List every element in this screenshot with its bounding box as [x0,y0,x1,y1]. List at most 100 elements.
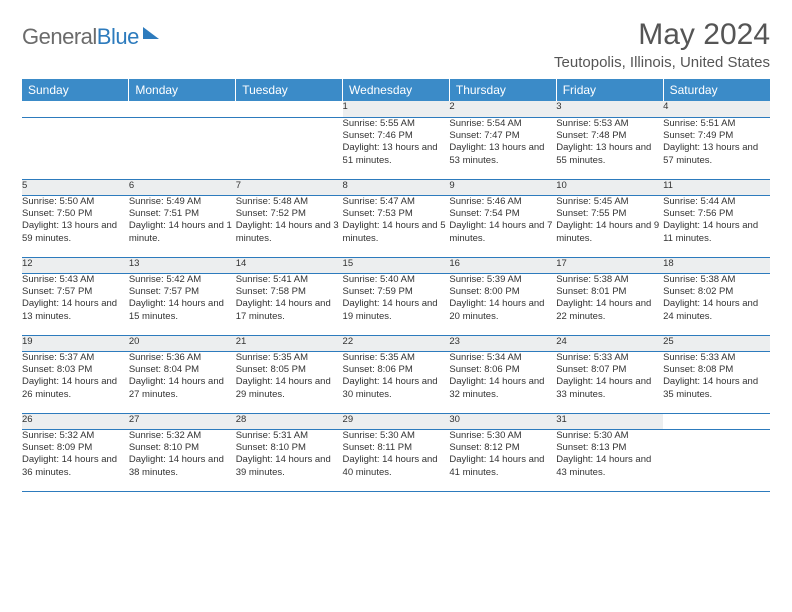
day-number-cell: 10 [556,179,663,195]
sunset-line: Sunset: 7:57 PM [22,286,129,298]
sunrise-line: Sunrise: 5:43 AM [22,274,129,286]
sunset-line: Sunset: 8:12 PM [449,442,556,454]
day-number-cell: 6 [129,179,236,195]
sunrise-line: Sunrise: 5:30 AM [556,430,663,442]
daylight-line: Daylight: 13 hours and 57 minutes. [663,142,770,167]
col-fri: Friday [556,79,663,101]
day-header-row: Sunday Monday Tuesday Wednesday Thursday… [22,79,770,101]
day-number-cell: 31 [556,413,663,429]
sunset-line: Sunset: 8:08 PM [663,364,770,376]
day-number-cell: 3 [556,101,663,117]
sunset-line: Sunset: 7:55 PM [556,208,663,220]
day-number-cell: 1 [343,101,450,117]
day-info-cell: Sunrise: 5:49 AMSunset: 7:51 PMDaylight:… [129,195,236,257]
day-number-cell: 11 [663,179,770,195]
day-number-cell: 29 [343,413,450,429]
col-sat: Saturday [663,79,770,101]
daylight-line: Daylight: 14 hours and 43 minutes. [556,454,663,479]
sunrise-line: Sunrise: 5:37 AM [22,352,129,364]
day-info-cell: Sunrise: 5:51 AMSunset: 7:49 PMDaylight:… [663,117,770,179]
daylight-line: Daylight: 14 hours and 41 minutes. [449,454,556,479]
day-number-cell: 9 [449,179,556,195]
sunrise-line: Sunrise: 5:51 AM [663,118,770,130]
daylight-line: Daylight: 14 hours and 7 minutes. [449,220,556,245]
day-number-cell: 19 [22,335,129,351]
sunset-line: Sunset: 7:57 PM [129,286,236,298]
day-info-cell: Sunrise: 5:50 AMSunset: 7:50 PMDaylight:… [22,195,129,257]
day-info-cell: Sunrise: 5:30 AMSunset: 8:12 PMDaylight:… [449,429,556,491]
logo-text-blue: Blue [97,24,139,49]
sunrise-line: Sunrise: 5:31 AM [236,430,343,442]
day-info-cell [236,117,343,179]
sunrise-line: Sunrise: 5:48 AM [236,196,343,208]
daylight-line: Daylight: 14 hours and 5 minutes. [343,220,450,245]
day-number-cell: 23 [449,335,556,351]
day-info-cell: Sunrise: 5:34 AMSunset: 8:06 PMDaylight:… [449,351,556,413]
sunrise-line: Sunrise: 5:45 AM [556,196,663,208]
daynum-row: 262728293031 [22,413,770,429]
daylight-line: Daylight: 14 hours and 36 minutes. [22,454,129,479]
title-block: May 2024 Teutopolis, Illinois, United St… [554,18,770,71]
col-sun: Sunday [22,79,129,101]
daylight-line: Daylight: 14 hours and 33 minutes. [556,376,663,401]
sunset-line: Sunset: 7:47 PM [449,130,556,142]
sunrise-line: Sunrise: 5:32 AM [22,430,129,442]
sunset-line: Sunset: 7:48 PM [556,130,663,142]
daylight-line: Daylight: 14 hours and 30 minutes. [343,376,450,401]
daylight-line: Daylight: 14 hours and 17 minutes. [236,298,343,323]
day-info-cell: Sunrise: 5:46 AMSunset: 7:54 PMDaylight:… [449,195,556,257]
sunset-line: Sunset: 8:05 PM [236,364,343,376]
day-info-cell: Sunrise: 5:48 AMSunset: 7:52 PMDaylight:… [236,195,343,257]
day-info-cell: Sunrise: 5:33 AMSunset: 8:08 PMDaylight:… [663,351,770,413]
info-row: Sunrise: 5:37 AMSunset: 8:03 PMDaylight:… [22,351,770,413]
daylight-line: Daylight: 13 hours and 55 minutes. [556,142,663,167]
sunrise-line: Sunrise: 5:30 AM [343,430,450,442]
day-number-cell: 30 [449,413,556,429]
day-number-cell: 15 [343,257,450,273]
daylight-line: Daylight: 14 hours and 1 minute. [129,220,236,245]
sunrise-line: Sunrise: 5:38 AM [556,274,663,286]
day-info-cell: Sunrise: 5:43 AMSunset: 7:57 PMDaylight:… [22,273,129,335]
sunrise-line: Sunrise: 5:55 AM [343,118,450,130]
sunset-line: Sunset: 7:54 PM [449,208,556,220]
daylight-line: Daylight: 14 hours and 39 minutes. [236,454,343,479]
sunset-line: Sunset: 7:50 PM [22,208,129,220]
sunset-line: Sunset: 8:07 PM [556,364,663,376]
day-info-cell: Sunrise: 5:38 AMSunset: 8:02 PMDaylight:… [663,273,770,335]
daylight-line: Daylight: 14 hours and 22 minutes. [556,298,663,323]
col-tue: Tuesday [236,79,343,101]
sunset-line: Sunset: 8:11 PM [343,442,450,454]
day-number-cell: 17 [556,257,663,273]
daylight-line: Daylight: 13 hours and 53 minutes. [449,142,556,167]
daynum-row: 567891011 [22,179,770,195]
day-info-cell: Sunrise: 5:32 AMSunset: 8:10 PMDaylight:… [129,429,236,491]
sunrise-line: Sunrise: 5:50 AM [22,196,129,208]
day-info-cell: Sunrise: 5:35 AMSunset: 8:06 PMDaylight:… [343,351,450,413]
sunrise-line: Sunrise: 5:39 AM [449,274,556,286]
daylight-line: Daylight: 14 hours and 26 minutes. [22,376,129,401]
daylight-line: Daylight: 14 hours and 24 minutes. [663,298,770,323]
day-info-cell: Sunrise: 5:35 AMSunset: 8:05 PMDaylight:… [236,351,343,413]
day-number-cell: 27 [129,413,236,429]
sunrise-line: Sunrise: 5:33 AM [556,352,663,364]
day-info-cell: Sunrise: 5:36 AMSunset: 8:04 PMDaylight:… [129,351,236,413]
sunset-line: Sunset: 7:58 PM [236,286,343,298]
day-info-cell: Sunrise: 5:42 AMSunset: 7:57 PMDaylight:… [129,273,236,335]
day-number-cell: 7 [236,179,343,195]
day-number-cell [663,413,770,429]
day-info-cell: Sunrise: 5:39 AMSunset: 8:00 PMDaylight:… [449,273,556,335]
day-info-cell: Sunrise: 5:33 AMSunset: 8:07 PMDaylight:… [556,351,663,413]
sunrise-line: Sunrise: 5:42 AM [129,274,236,286]
logo: GeneralBlue [22,18,159,50]
day-info-cell: Sunrise: 5:32 AMSunset: 8:09 PMDaylight:… [22,429,129,491]
sunrise-line: Sunrise: 5:53 AM [556,118,663,130]
day-number-cell: 28 [236,413,343,429]
day-number-cell: 20 [129,335,236,351]
day-number-cell: 21 [236,335,343,351]
day-number-cell: 12 [22,257,129,273]
day-number-cell: 14 [236,257,343,273]
day-info-cell: Sunrise: 5:44 AMSunset: 7:56 PMDaylight:… [663,195,770,257]
sunrise-line: Sunrise: 5:54 AM [449,118,556,130]
daylight-line: Daylight: 14 hours and 38 minutes. [129,454,236,479]
sunrise-line: Sunrise: 5:32 AM [129,430,236,442]
